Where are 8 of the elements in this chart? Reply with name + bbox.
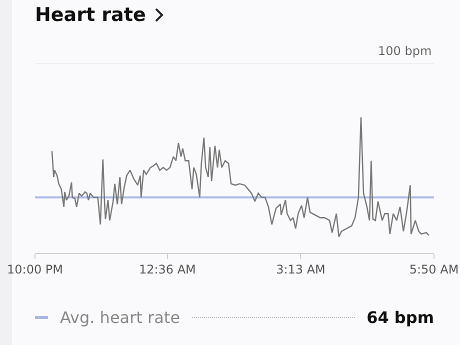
x-tick-label: 10:00 PM <box>7 262 63 276</box>
chart-title: Heart rate <box>35 4 146 26</box>
ref-line-label: 100 bpm <box>378 44 432 58</box>
legend-label: Avg. heart rate <box>60 308 180 327</box>
x-tick-label: 5:50 AM <box>409 262 459 276</box>
x-tick-label: 3:13 AM <box>276 262 326 276</box>
text: 64 bpm <box>366 308 434 327</box>
x-tick-label: 12:36 AM <box>138 262 196 276</box>
